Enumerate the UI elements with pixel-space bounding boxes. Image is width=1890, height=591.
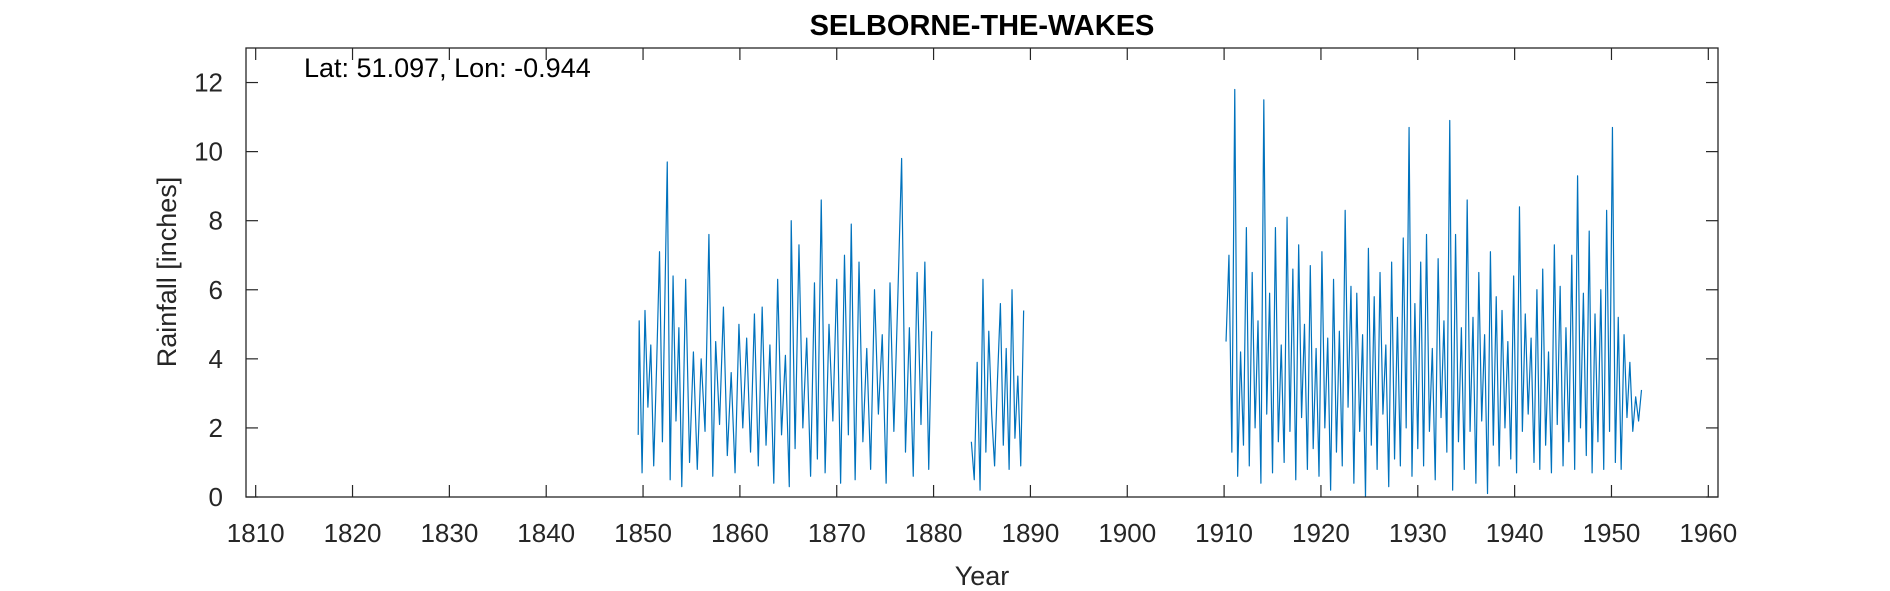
plot-frame bbox=[245, 47, 1719, 498]
y-tick-labels: 0 2 4 6 8 10 12 bbox=[194, 68, 223, 512]
x-tick-label: 1930 bbox=[1389, 518, 1447, 548]
rainfall-line-segment-1 bbox=[637, 157, 933, 488]
y-tick-label: 8 bbox=[209, 206, 223, 236]
x-tick-label: 1910 bbox=[1195, 518, 1253, 548]
x-tick-label: 1850 bbox=[614, 518, 672, 548]
x-tick-label: 1920 bbox=[1292, 518, 1350, 548]
x-tick-label: 1900 bbox=[1098, 518, 1156, 548]
x-axis-label: Year bbox=[955, 561, 1010, 591]
y-tick-label: 6 bbox=[209, 275, 223, 305]
rainfall-series bbox=[637, 88, 1643, 498]
x-tick-label: 1950 bbox=[1583, 518, 1641, 548]
chart-title: SELBORNE-THE-WAKES bbox=[810, 10, 1155, 42]
x-tick-label: 1940 bbox=[1486, 518, 1544, 548]
y-tick-label: 12 bbox=[194, 68, 223, 98]
x-tick-label: 1960 bbox=[1679, 518, 1737, 548]
x-tick-label: 1820 bbox=[324, 518, 382, 548]
location-annotation: Lat: 51.097, Lon: -0.944 bbox=[304, 53, 591, 83]
rainfall-line-segment-2 bbox=[970, 278, 1025, 491]
tick-marks bbox=[246, 48, 1718, 498]
x-tick-label: 1870 bbox=[808, 518, 866, 548]
y-axis-label: Rainfall [inches] bbox=[152, 177, 182, 368]
rainfall-line-segment-3 bbox=[1225, 88, 1643, 498]
x-tick-label: 1810 bbox=[227, 518, 285, 548]
plot-background bbox=[246, 48, 1718, 497]
x-tick-labels: 1810 1820 1830 1840 1850 1860 1870 1880 1890 1900… bbox=[227, 518, 1737, 548]
x-tick-label: 1880 bbox=[905, 518, 963, 548]
x-tick-label: 1840 bbox=[517, 518, 575, 548]
x-tick-label: 1830 bbox=[420, 518, 478, 548]
y-tick-label: 2 bbox=[209, 413, 223, 443]
y-tick-label: 10 bbox=[194, 137, 223, 167]
y-tick-label: 4 bbox=[209, 344, 223, 374]
x-tick-label: 1860 bbox=[711, 518, 769, 548]
x-tick-label: 1890 bbox=[1001, 518, 1059, 548]
y-tick-label: 0 bbox=[209, 482, 223, 512]
